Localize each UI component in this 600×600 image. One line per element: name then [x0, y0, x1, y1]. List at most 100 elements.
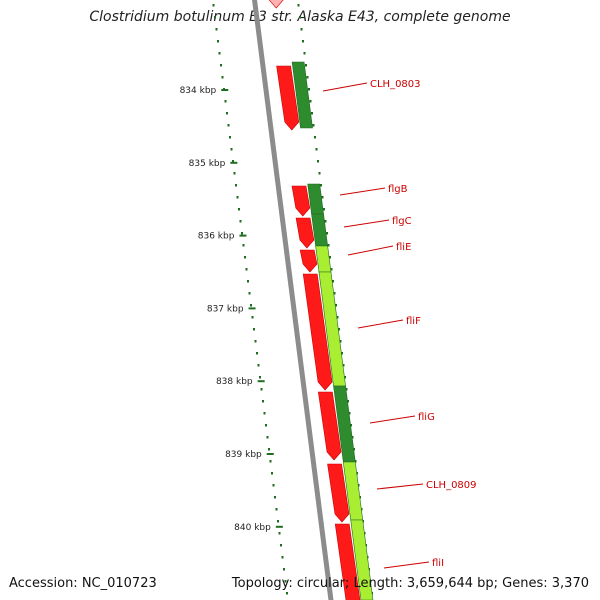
track-dot [241, 232, 243, 235]
track-dot [269, 460, 272, 463]
track-dot [308, 88, 310, 91]
track-dot [314, 136, 316, 139]
track-dot [335, 304, 337, 307]
track-dot [233, 172, 236, 175]
track-dot [226, 112, 228, 115]
gene-label-leader [343, 219, 390, 228]
track-dot [353, 448, 355, 451]
reverse-cds-arrow [291, 185, 311, 217]
outer-dotted-track [212, 4, 288, 595]
track-dot [312, 124, 315, 127]
track-dot [324, 220, 327, 223]
track-dot [272, 484, 275, 487]
track-dot [227, 124, 230, 127]
ruler-tick-label: 840 kbp [234, 523, 271, 533]
track-dot [244, 256, 246, 259]
track-dot [218, 52, 221, 55]
reverse-strand-features [268, 0, 361, 600]
gene-label-leader [347, 245, 394, 256]
track-dot [351, 436, 354, 439]
track-dot [339, 340, 342, 343]
genome-summary-text: Topology: circular; Length: 3,659,644 bp… [231, 576, 589, 591]
gene-label: fliE [396, 242, 411, 253]
track-dot [344, 376, 346, 379]
gene-label: fliF [406, 316, 421, 327]
ruler-tick [248, 307, 256, 310]
track-dot [260, 388, 263, 391]
gene-label: flgB [388, 184, 408, 195]
track-dot [230, 148, 233, 151]
track-dot [275, 508, 278, 511]
track-dot [229, 136, 231, 139]
gene-label-leader [369, 415, 416, 424]
kbp-ruler: 834 kbp 835 kbp 836 kbp 837 kbp 838 kbp 839 k… [180, 86, 283, 533]
track-dot [263, 412, 266, 415]
genome-backbone [252, 0, 334, 600]
gene-label-leader [339, 187, 386, 196]
track-dot [214, 16, 216, 19]
track-dot [306, 76, 309, 79]
gene-label: fliI [432, 558, 444, 569]
track-dot [253, 328, 255, 331]
track-dot [303, 52, 306, 55]
track-dot [305, 64, 307, 67]
track-dot [284, 580, 287, 583]
gene-label: fliG [418, 412, 435, 423]
track-dot [299, 16, 301, 19]
ruler-tick [266, 453, 274, 455]
track-dot [323, 208, 325, 211]
track-dot [262, 400, 264, 403]
track-dot [266, 436, 269, 439]
track-dot [327, 244, 330, 247]
track-dot [239, 220, 242, 223]
track-dot [280, 544, 282, 547]
ruler-tick-label: 836 kbp [198, 232, 235, 242]
track-dot [236, 196, 239, 199]
gene-label: CLH_0809 [426, 480, 477, 491]
track-dot [315, 148, 318, 151]
track-dot [232, 160, 234, 163]
track-dot [309, 100, 312, 103]
track-dot [265, 424, 267, 427]
track-dot [338, 328, 340, 331]
track-dot [235, 184, 237, 187]
forward-strand-features [291, 61, 374, 600]
reverse-cds-arrow [276, 65, 300, 131]
track-dot [286, 592, 288, 595]
forward-cds-block [307, 183, 324, 215]
track-dot [347, 400, 349, 403]
track-dot [256, 352, 258, 355]
track-dot [283, 568, 285, 571]
track-dot [277, 520, 279, 523]
track-dot [224, 100, 227, 103]
track-dot [268, 448, 270, 451]
track-dot [333, 292, 336, 295]
ruler-tick [275, 525, 283, 528]
track-dot [247, 280, 249, 283]
track-dot [311, 112, 313, 115]
track-dot [320, 184, 322, 187]
track-dot [242, 244, 245, 247]
reverse-cds-arrow [295, 217, 315, 249]
track-dot [326, 232, 328, 235]
accession-text: Accession: NC_010723 [9, 576, 157, 591]
gene-label: CLH_0803 [370, 79, 421, 90]
track-dot [250, 304, 252, 307]
track-dot [317, 160, 319, 163]
ruler-tick-label: 839 kbp [225, 450, 262, 460]
forward-cds-block [315, 245, 332, 273]
track-dot [350, 424, 352, 427]
track-dot [254, 340, 257, 343]
ruler-tick-label: 838 kbp [216, 377, 253, 387]
reverse-cds-arrow [317, 391, 342, 461]
track-dot [321, 196, 324, 199]
forward-cds-block [350, 519, 374, 600]
track-dot [271, 472, 273, 475]
track-dot [330, 268, 333, 271]
ruler-tick-label: 837 kbp [207, 304, 244, 314]
reverse-cds-arrow [334, 523, 361, 600]
track-dot [345, 388, 348, 391]
gene-label-leader [322, 82, 368, 92]
gene-label: flgC [392, 216, 412, 227]
